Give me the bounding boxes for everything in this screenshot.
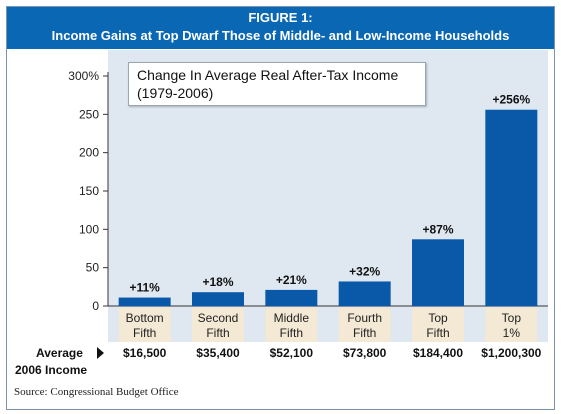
category-label: Fifth bbox=[280, 326, 303, 340]
average-income-value: $184,400 bbox=[413, 346, 463, 360]
chart-title: Change In Average Real After-Tax Income bbox=[137, 67, 399, 83]
bar bbox=[192, 292, 244, 306]
category-label: Fifth bbox=[206, 326, 229, 340]
category-label: Top bbox=[502, 311, 522, 325]
figure-header: FIGURE 1: Income Gains at Top Dwarf Thos… bbox=[7, 7, 554, 49]
category-label-bg bbox=[265, 308, 318, 342]
source-note: Source: Congressional Budget Office bbox=[14, 386, 179, 398]
bar bbox=[485, 109, 538, 306]
value-label: +11% bbox=[129, 281, 160, 295]
average-label: Average bbox=[36, 346, 83, 360]
category-label: Middle bbox=[274, 311, 310, 325]
category-label-bg bbox=[192, 308, 244, 342]
y-tick-label: 250 bbox=[79, 107, 99, 121]
category-label: Fifth bbox=[353, 326, 376, 340]
value-label: +21% bbox=[276, 273, 307, 287]
value-label: +18% bbox=[202, 275, 233, 289]
arrow-right-icon bbox=[97, 347, 104, 359]
bar bbox=[118, 297, 171, 306]
category-label-bg bbox=[412, 308, 464, 342]
y-tick-label: 0 bbox=[92, 299, 99, 313]
chart-subtitle: (1979-2006) bbox=[137, 85, 214, 101]
category-label: Top bbox=[428, 311, 448, 325]
y-tick-label: 150 bbox=[79, 184, 99, 198]
average-income-value: $1,200,300 bbox=[481, 346, 541, 360]
bar bbox=[412, 239, 464, 306]
value-label: +32% bbox=[349, 264, 380, 278]
y-tick-label: 200 bbox=[79, 146, 99, 160]
average-income-value: $73,800 bbox=[343, 346, 387, 360]
bar bbox=[265, 289, 318, 306]
value-label: +256% bbox=[492, 93, 530, 107]
y-tick-label: 50 bbox=[86, 261, 100, 275]
value-label: +87% bbox=[422, 222, 453, 236]
y-tick-label: 300% bbox=[68, 69, 99, 83]
category-label: Fifth bbox=[133, 326, 156, 340]
average-income-value: $52,100 bbox=[270, 346, 314, 360]
y-tick-label: 100 bbox=[79, 222, 99, 236]
category-label: Fifth bbox=[426, 326, 449, 340]
category-label: Fourth bbox=[347, 311, 382, 325]
average-income-value: $35,400 bbox=[196, 346, 240, 360]
category-label: Bottom bbox=[126, 311, 164, 325]
average-income-value: $16,500 bbox=[123, 346, 167, 360]
figure-title: Income Gains at Top Dwarf Those of Middl… bbox=[51, 28, 510, 43]
bar bbox=[338, 281, 391, 306]
category-label: 1% bbox=[503, 326, 521, 340]
income-year-label: 2006 Income bbox=[15, 363, 88, 377]
category-label-bg bbox=[118, 308, 171, 342]
figure-label: FIGURE 1: bbox=[248, 10, 313, 25]
category-label-bg bbox=[338, 308, 391, 342]
category-label: Second bbox=[198, 311, 239, 325]
chart-title-box: Change In Average Real After-Tax Income … bbox=[128, 62, 426, 106]
category-label-bg bbox=[485, 308, 538, 342]
